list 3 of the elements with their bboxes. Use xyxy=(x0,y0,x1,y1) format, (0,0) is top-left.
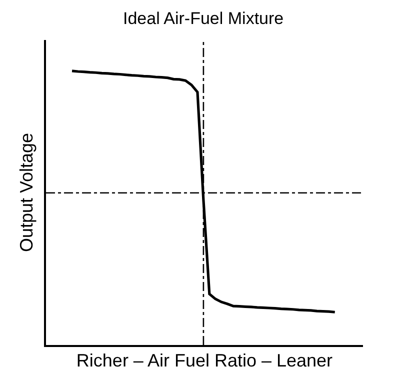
y-axis-title: Output Voltage xyxy=(16,132,37,252)
chart-title: Ideal Air-Fuel Mixture xyxy=(123,9,284,28)
x-axis-title: Richer – Air Fuel Ratio – Leaner xyxy=(76,350,333,371)
